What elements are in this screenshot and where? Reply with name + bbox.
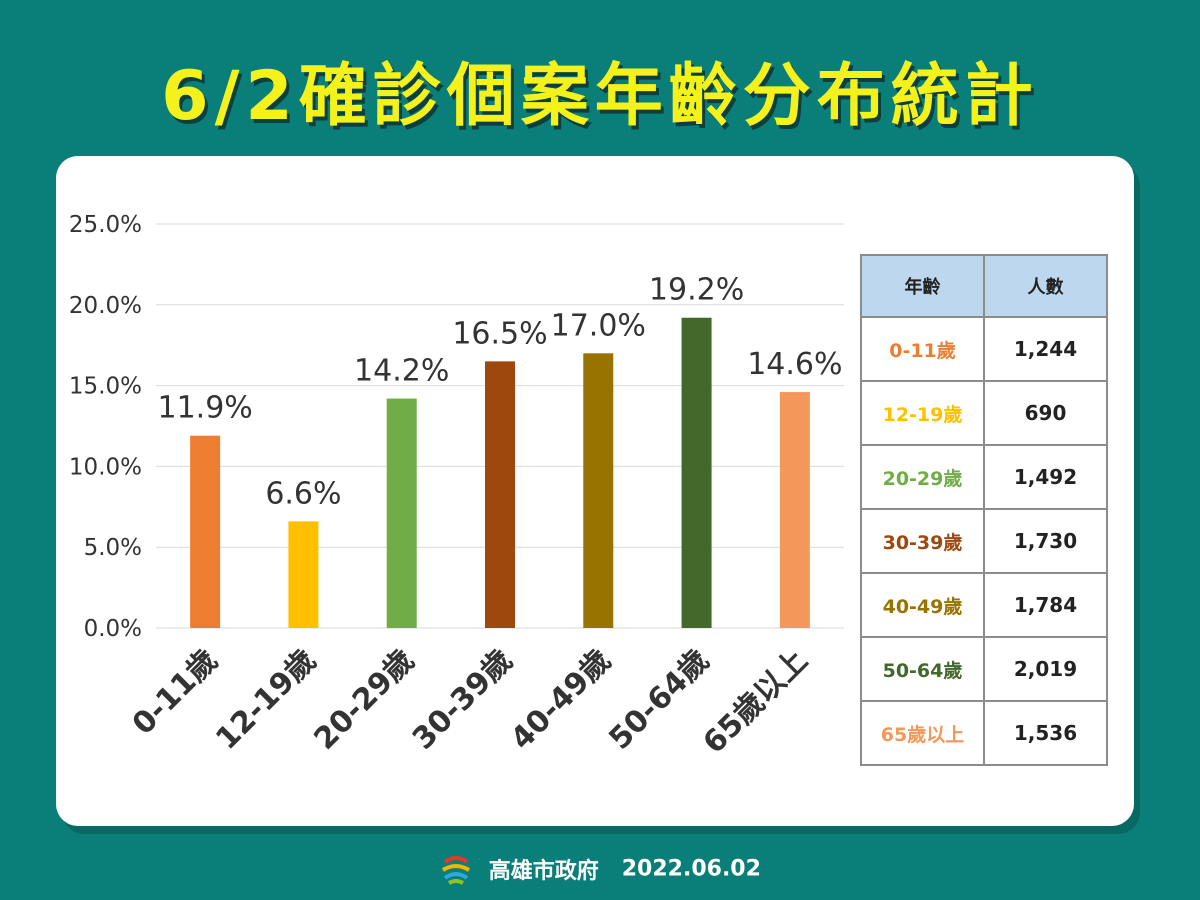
bar bbox=[190, 435, 221, 628]
data-label: 16.5% bbox=[452, 316, 547, 351]
bar bbox=[779, 392, 810, 628]
footer: 高雄市政府 2022.06.02 bbox=[0, 852, 1200, 886]
x-tick-label: 30-39歲 bbox=[406, 643, 520, 757]
table-cell-count: 1,244 bbox=[983, 316, 1108, 382]
table-body: 0-11歲 1,244 12-19歲 690 20-29歲 1,492 30-39歲 1,73… bbox=[860, 316, 1108, 766]
page-title: 6/2確診個案年齡分布統計 bbox=[161, 57, 1039, 136]
table-row: 50-64歲 2,019 bbox=[860, 636, 1108, 702]
x-tick-label: 40-49歲 bbox=[504, 643, 618, 757]
header-count: 人數 bbox=[983, 254, 1108, 318]
table-cell-age: 20-29歲 bbox=[860, 444, 985, 510]
table-cell-count: 1,730 bbox=[983, 508, 1108, 574]
x-tick-label: 20-29歲 bbox=[308, 643, 422, 757]
table-row: 20-29歲 1,492 bbox=[860, 444, 1108, 510]
y-tick-label: 25.0% bbox=[69, 212, 142, 238]
data-label: 19.2% bbox=[649, 273, 744, 308]
bar-chart: 0.0% 5.0% 10.0% 15.0% 20.0% 25.0% 11.9% 0-11歲 6.… bbox=[69, 212, 844, 761]
data-label: 14.2% bbox=[354, 354, 449, 389]
table-cell-age: 30-39歲 bbox=[860, 508, 985, 574]
table-cell-count: 1,536 bbox=[983, 700, 1108, 766]
bar bbox=[485, 361, 515, 628]
y-tick-label: 20.0% bbox=[69, 293, 142, 319]
table-row: 12-19歲 690 bbox=[860, 380, 1108, 446]
table-cell-age: 0-11歲 bbox=[860, 316, 985, 382]
y-tick-label: 5.0% bbox=[84, 535, 142, 561]
data-label: 6.6% bbox=[265, 476, 341, 511]
table-row: 30-39歲 1,730 bbox=[860, 508, 1108, 574]
x-tick-label: 65歲以上 bbox=[697, 643, 815, 761]
table-cell-age: 40-49歲 bbox=[860, 572, 985, 638]
age-count-table: 年齡 人數 0-11歲 1,244 12-19歲 690 20-29歲 1,492 30-3… bbox=[860, 254, 1108, 766]
table-cell-count: 1,492 bbox=[983, 444, 1108, 510]
data-label: 17.0% bbox=[551, 308, 646, 343]
table-cell-age: 12-19歲 bbox=[860, 380, 985, 446]
data-label: 11.9% bbox=[157, 391, 252, 426]
x-tick-label: 0-11歲 bbox=[126, 643, 225, 742]
footer-org: 高雄市政府 bbox=[488, 859, 599, 884]
table-row: 65歲以上 1,536 bbox=[860, 700, 1108, 766]
header-age: 年齡 bbox=[860, 254, 985, 318]
chart-card: 0.0% 5.0% 10.0% 15.0% 20.0% 25.0% 11.9% 0-11歲 6.… bbox=[56, 156, 1134, 826]
kaohsiung-logo-icon bbox=[442, 856, 471, 885]
y-tick-label: 0.0% bbox=[84, 616, 142, 642]
y-tick-label: 10.0% bbox=[69, 454, 142, 480]
y-tick-label: 15.0% bbox=[69, 374, 142, 400]
x-tick-label: 12-19歲 bbox=[209, 643, 323, 757]
table-cell-age: 65歲以上 bbox=[860, 700, 985, 766]
table-cell-age: 50-64歲 bbox=[860, 636, 985, 702]
bar bbox=[288, 521, 319, 628]
table-cell-count: 1,784 bbox=[983, 572, 1108, 638]
bar bbox=[681, 317, 712, 628]
table-header-row: 年齡 人數 bbox=[860, 254, 1108, 318]
bar bbox=[386, 398, 417, 628]
bar bbox=[583, 353, 614, 628]
table-cell-count: 690 bbox=[983, 380, 1108, 446]
table-row: 40-49歲 1,784 bbox=[860, 572, 1108, 638]
footer-date: 2022.06.02 bbox=[621, 856, 761, 882]
table-cell-count: 2,019 bbox=[983, 636, 1108, 702]
data-label: 14.6% bbox=[747, 347, 842, 382]
table-row: 0-11歲 1,244 bbox=[860, 316, 1108, 382]
